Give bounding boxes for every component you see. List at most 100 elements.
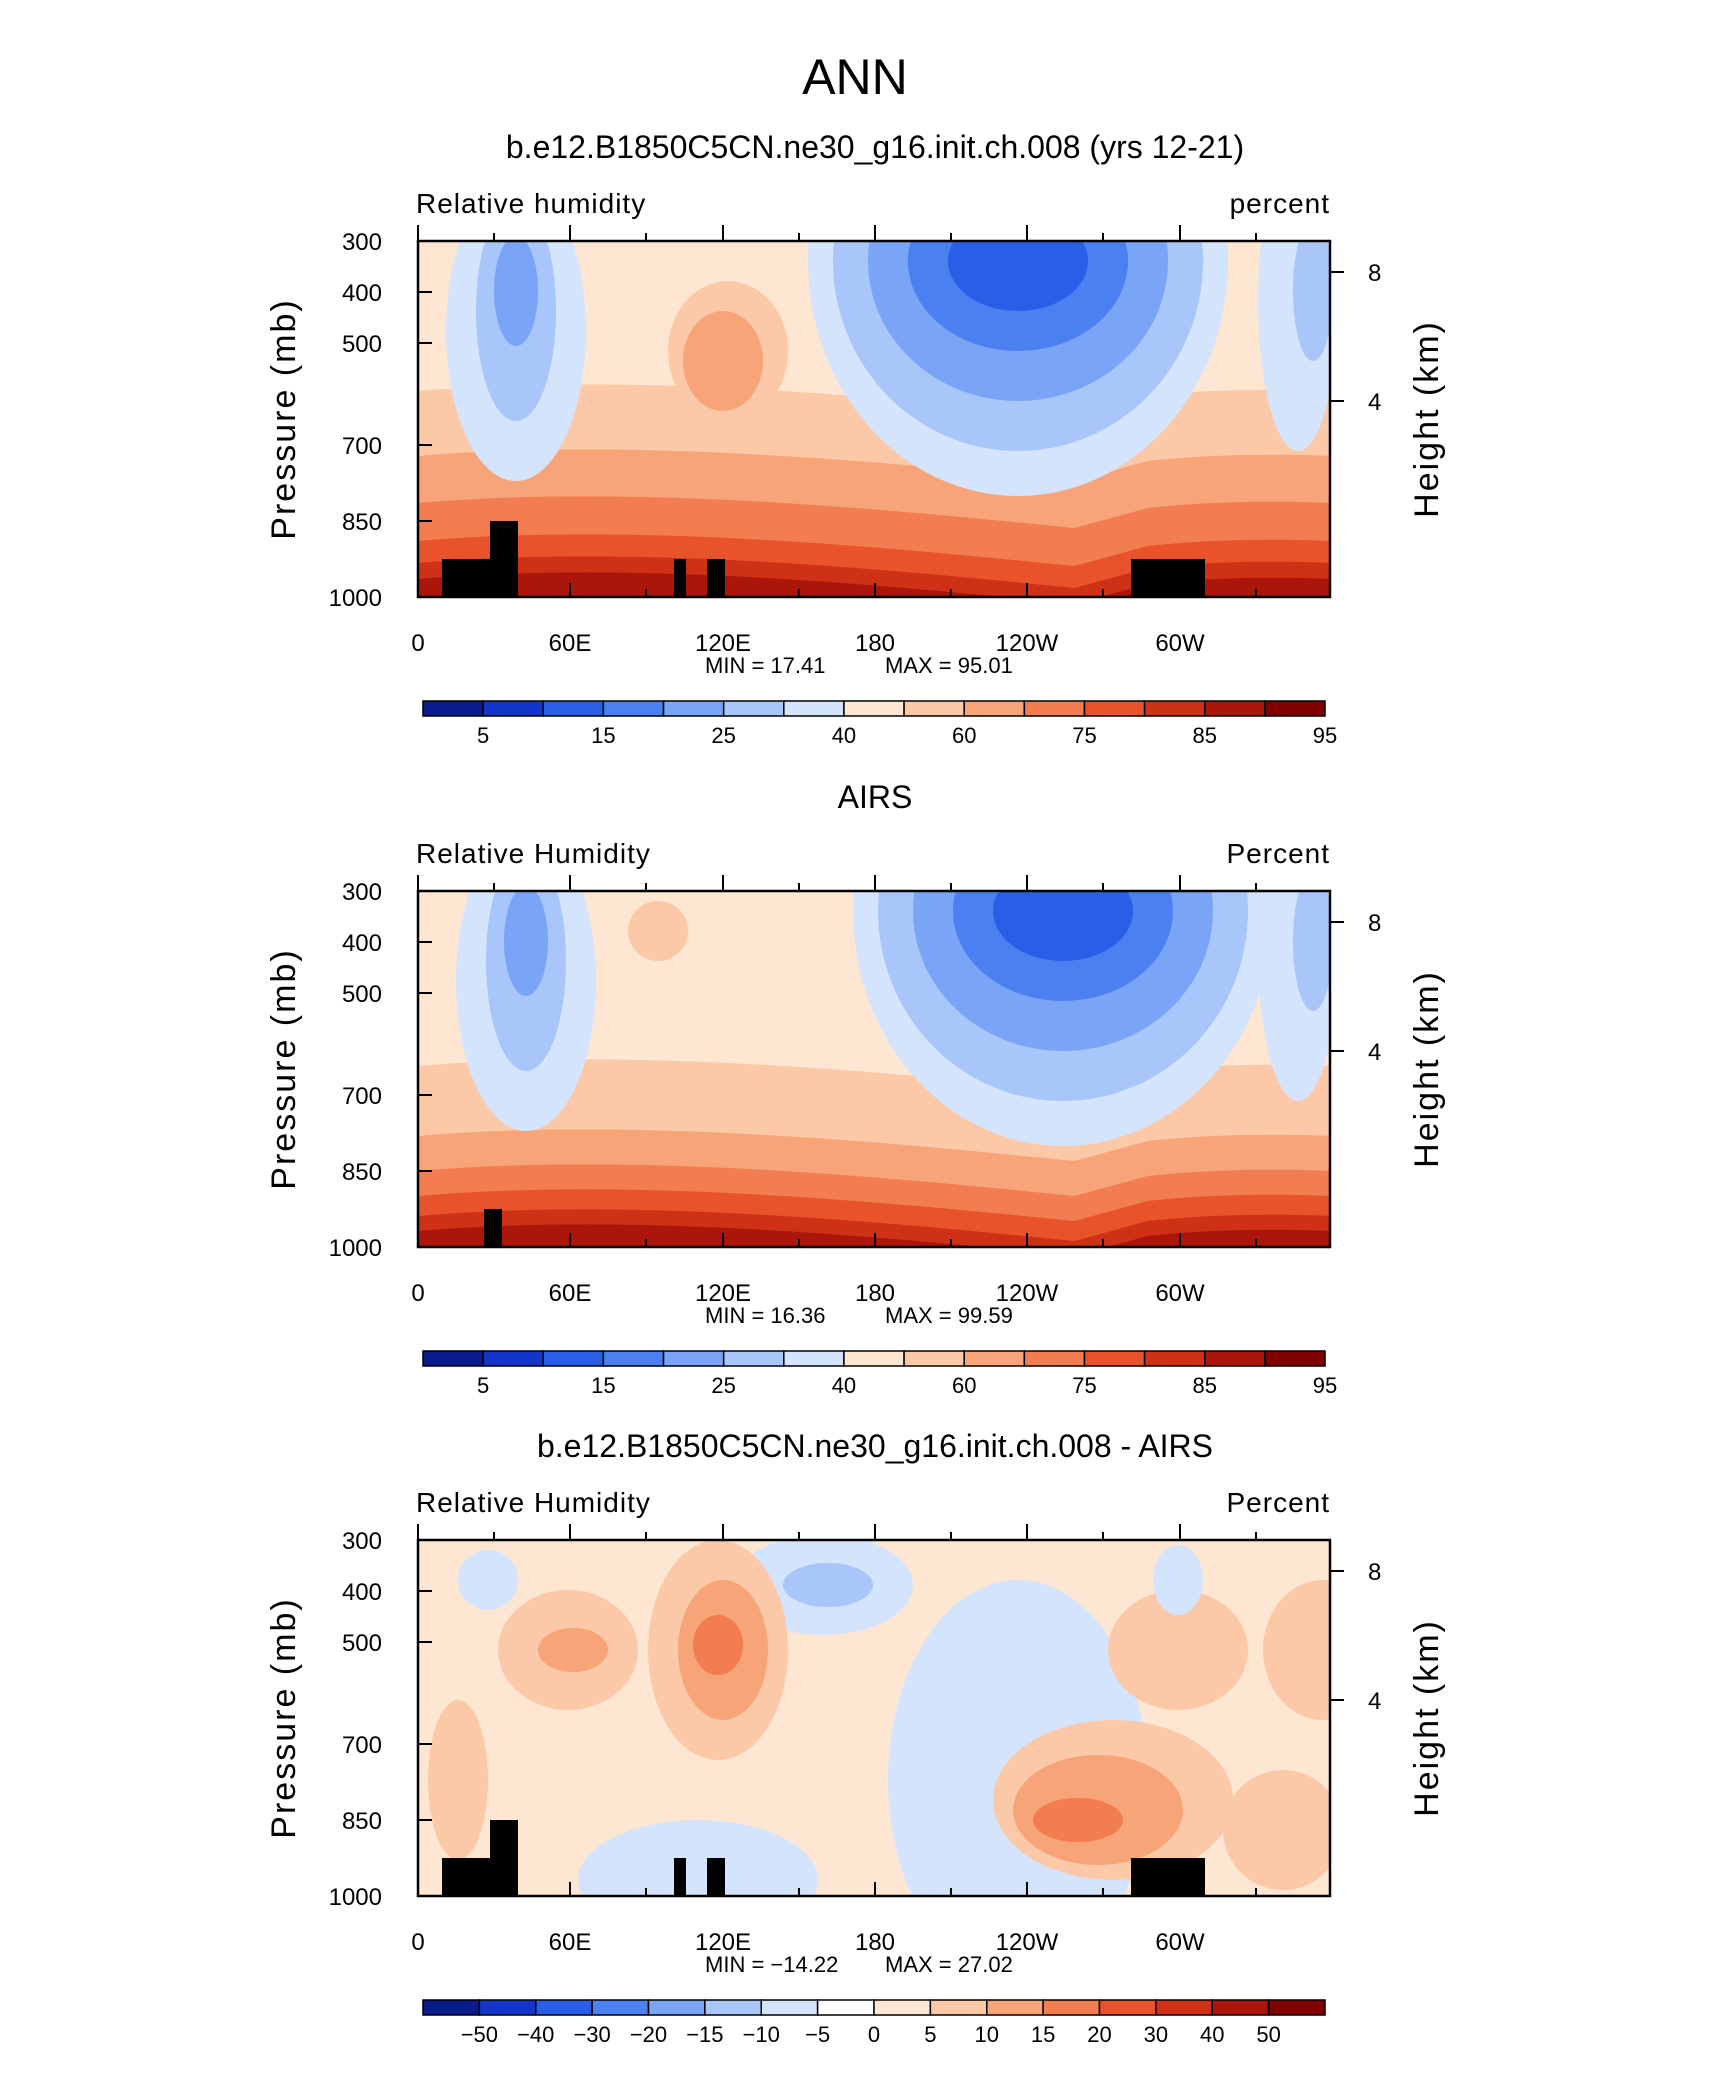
y-tick-label: 500 — [342, 331, 382, 358]
colorbar-box — [760, 1999, 819, 2016]
x-tick-label: 60W — [1155, 1929, 1205, 1956]
colorbar-label: 40 — [832, 1373, 856, 1398]
x-tick-label: 60W — [1155, 630, 1205, 657]
colorbar-box — [1264, 700, 1326, 717]
colorbar-label: 5 — [477, 1373, 489, 1398]
colorbar-box — [1203, 1350, 1266, 1367]
colorbar-label: 25 — [711, 723, 735, 748]
colorbar-label: −30 — [573, 2022, 610, 2047]
units-label: Percent — [1227, 838, 1331, 869]
figure-title: ANN — [802, 49, 908, 105]
y-axis-title: Pressure (mb) — [265, 298, 303, 539]
topography-mask — [484, 1209, 502, 1247]
colorbar-box — [1203, 700, 1266, 717]
colorbar-box — [1155, 1999, 1213, 2016]
panel-title: b.e12.B1850C5CN.ne30_g16.init.ch.008 (yr… — [506, 129, 1244, 165]
y-axis-title: Pressure (mb) — [265, 948, 303, 1189]
colorbar-label: −5 — [805, 2022, 830, 2047]
y-tick-label: 400 — [342, 1579, 382, 1606]
colorbar-box — [1211, 1999, 1270, 2016]
y2-tick-label: 8 — [1368, 1559, 1381, 1586]
panel-title: AIRS — [838, 779, 913, 815]
colorbar-box — [986, 1999, 1044, 2016]
colorbar-box — [873, 1999, 932, 2016]
x-tick-label: 0 — [411, 630, 424, 657]
max-value: MAX = 27.02 — [885, 1952, 1013, 1977]
x-tick-label: 0 — [411, 1929, 424, 1956]
colorbar-label: 25 — [711, 1373, 735, 1398]
y-tick-label: 850 — [342, 1808, 382, 1835]
contour-field — [418, 1540, 1330, 1896]
colorbar-box — [843, 1350, 905, 1367]
variable-label: Relative Humidity — [416, 838, 651, 869]
colorbar-label: 40 — [1200, 2022, 1224, 2047]
variable-label: Relative Humidity — [416, 1487, 651, 1518]
colorbar-box — [478, 1999, 537, 2016]
y-tick-label: 300 — [342, 229, 382, 256]
colorbar-box — [963, 1350, 1026, 1367]
min-value: MIN = 16.36 — [705, 1303, 825, 1328]
x-tick-label: 60E — [549, 1280, 592, 1307]
panel-title: b.e12.B1850C5CN.ne30_g16.init.ch.008 - A… — [537, 1428, 1213, 1464]
topography-mask — [1131, 1858, 1205, 1896]
colorbar-box — [602, 700, 665, 717]
topography-mask — [674, 1858, 686, 1896]
y2-tick-label: 4 — [1368, 389, 1381, 416]
colorbar-box — [482, 1350, 545, 1367]
colorbar-box — [1023, 1350, 1086, 1367]
x-tick-label: 120E — [695, 1929, 751, 1956]
colorbar-label: 20 — [1087, 2022, 1111, 2047]
colorbar-label: 85 — [1192, 1373, 1216, 1398]
topography-mask — [490, 1820, 518, 1896]
y-tick-label: 300 — [342, 1528, 382, 1555]
panel-1: b.e12.B1850C5CN.ne30_g16.init.ch.008 (yr… — [265, 129, 1446, 748]
colorbar-label: −10 — [743, 2022, 780, 2047]
colorbar-label: 15 — [591, 1373, 615, 1398]
colorbar-label: 30 — [1144, 2022, 1168, 2047]
colorbar-box — [1143, 700, 1206, 717]
colorbar-box — [1042, 1999, 1101, 2016]
colorbar-box — [704, 1999, 762, 2016]
colorbar-box — [647, 1999, 706, 2016]
y-tick-label: 1000 — [329, 585, 382, 612]
colorbar-box — [422, 1999, 481, 2016]
x-tick-label: 60E — [549, 1929, 592, 1956]
y2-tick-label: 8 — [1368, 260, 1381, 287]
colorbar-label: 95 — [1313, 1373, 1337, 1398]
y2-tick-label: 4 — [1368, 1688, 1381, 1715]
colorbar-label: 10 — [975, 2022, 999, 2047]
topography-mask — [707, 1858, 725, 1896]
colorbar-label: −15 — [686, 2022, 723, 2047]
colorbar-box — [1267, 1999, 1326, 2016]
x-tick-label: 120E — [695, 630, 751, 657]
colorbar-box — [1083, 1350, 1146, 1367]
y-tick-label: 1000 — [329, 1884, 382, 1911]
x-tick-label: 120W — [996, 630, 1059, 657]
y-tick-label: 400 — [342, 280, 382, 307]
panel-3: b.e12.B1850C5CN.ne30_g16.init.ch.008 - A… — [265, 1428, 1446, 2047]
min-value: MIN = 17.41 — [705, 653, 825, 678]
colorbar-box — [662, 1350, 725, 1367]
colorbar-label: 15 — [1031, 2022, 1055, 2047]
x-tick-label: 120W — [996, 1929, 1059, 1956]
colorbar-label: 75 — [1072, 1373, 1096, 1398]
colorbar-label: 75 — [1072, 723, 1096, 748]
topography-mask — [490, 521, 518, 597]
colorbar-label: 5 — [477, 723, 489, 748]
x-tick-label: 180 — [855, 1280, 895, 1307]
colorbar-label: −40 — [517, 2022, 554, 2047]
colorbar-box — [482, 700, 545, 717]
x-tick-label: 120E — [695, 1280, 751, 1307]
y2-axis-title: Height (km) — [1408, 970, 1446, 1168]
y-tick-label: 700 — [342, 1083, 382, 1110]
variable-label: Relative humidity — [416, 188, 646, 219]
colorbar-box — [1264, 1350, 1326, 1367]
colorbar-label: 40 — [832, 723, 856, 748]
y-tick-label: 700 — [342, 1732, 382, 1759]
x-tick-label: 180 — [855, 1929, 895, 1956]
units-label: Percent — [1227, 1487, 1331, 1518]
colorbar-label: −20 — [630, 2022, 667, 2047]
colorbar-box — [929, 1999, 988, 2016]
